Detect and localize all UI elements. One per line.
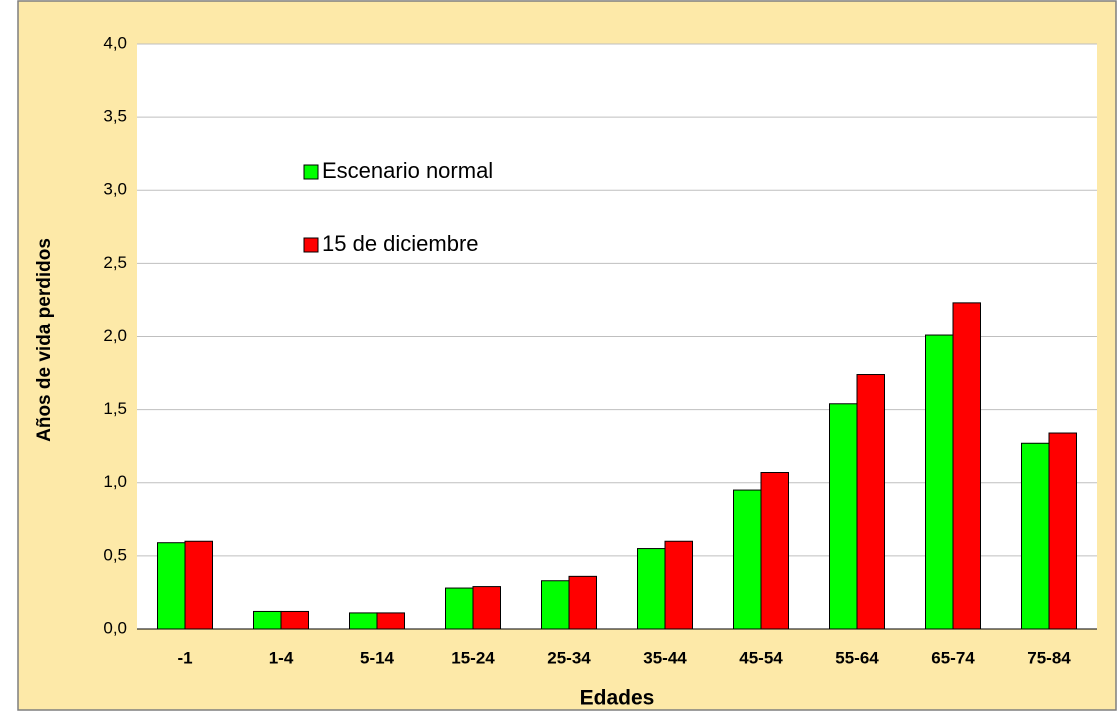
y-tick-label: 1,5 — [103, 399, 127, 418]
x-tick-label: -1 — [177, 648, 192, 667]
x-tick-label: 55-64 — [835, 648, 879, 667]
bar — [952, 302, 981, 630]
y-tick-label: 2,5 — [103, 253, 127, 272]
x-axis-title: Edades — [580, 687, 655, 710]
x-tick-label: 1-4 — [269, 648, 294, 667]
bar — [733, 489, 762, 630]
x-tick-label: 45-54 — [739, 648, 783, 667]
bar — [568, 575, 597, 630]
bar — [925, 334, 954, 630]
bar — [157, 542, 186, 630]
bar — [445, 587, 474, 630]
bar — [280, 610, 309, 630]
bar — [1021, 442, 1050, 630]
x-tick-label: 15-24 — [451, 648, 495, 667]
x-tick-label: 75-84 — [1027, 648, 1071, 667]
bar — [253, 610, 282, 630]
x-tick-label: 5-14 — [360, 648, 395, 667]
legend-label: 15 de diciembre — [322, 231, 479, 256]
y-tick-label: 4,0 — [103, 33, 127, 52]
x-tick-label: 35-44 — [643, 648, 687, 667]
bar — [1048, 432, 1077, 630]
y-tick-label: 0,0 — [103, 618, 127, 637]
y-tick-label: 2,0 — [103, 326, 127, 345]
bar — [541, 580, 570, 630]
y-axis-title: Años de vida perdidos — [34, 238, 55, 442]
legend-swatch — [303, 164, 319, 180]
bar — [184, 540, 213, 630]
y-tick-label: 1,0 — [103, 472, 127, 491]
bar — [376, 612, 405, 630]
bar — [637, 548, 666, 630]
bar — [472, 586, 501, 630]
bar — [856, 374, 885, 630]
bar — [760, 472, 789, 630]
bar — [664, 540, 693, 630]
y-tick-label: 0,5 — [103, 545, 127, 564]
y-tick-label: 3,0 — [103, 180, 127, 199]
bar — [349, 612, 378, 630]
x-tick-label: 65-74 — [931, 648, 975, 667]
legend-label: Escenario normal — [322, 158, 493, 183]
x-tick-label: 25-34 — [547, 648, 591, 667]
y-tick-label: 3,5 — [103, 107, 127, 126]
legend-swatch — [303, 237, 319, 253]
bar — [829, 403, 858, 630]
